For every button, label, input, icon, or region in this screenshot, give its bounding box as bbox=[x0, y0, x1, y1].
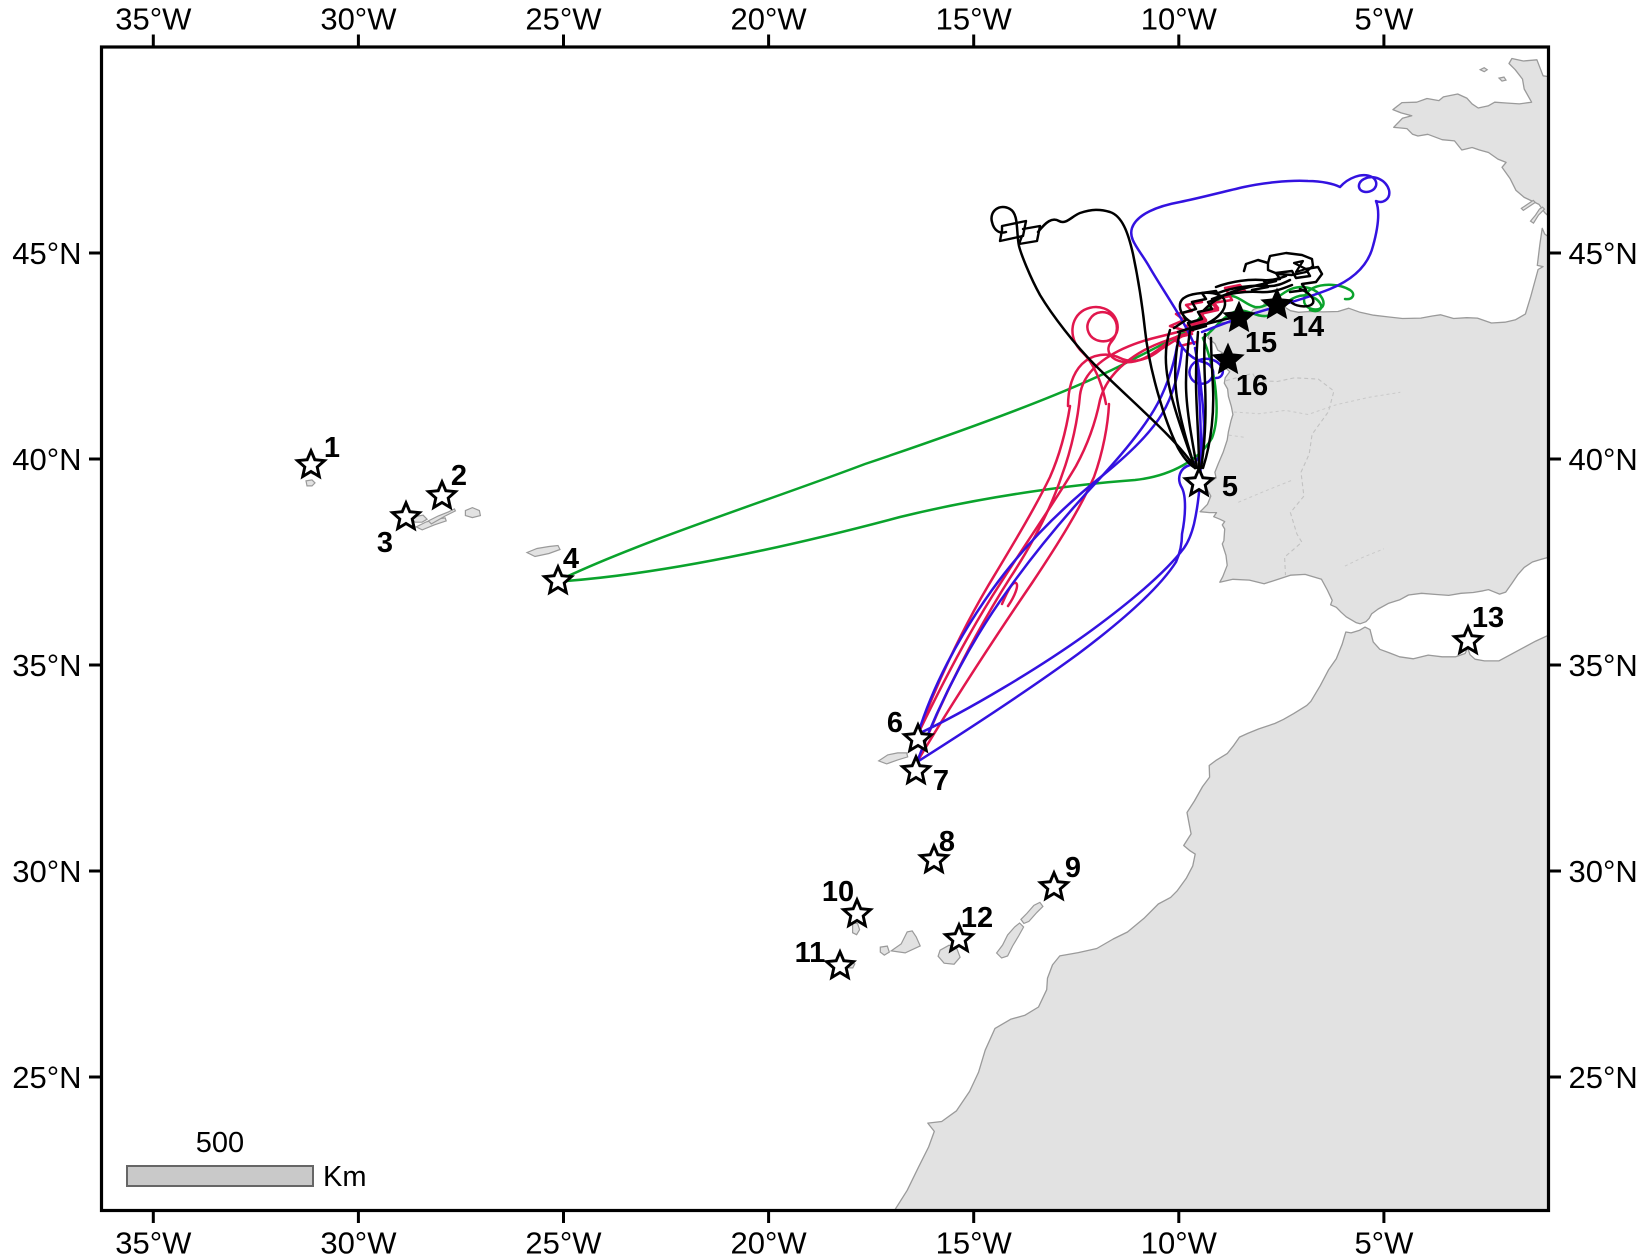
svg-text:35°N: 35°N bbox=[1569, 648, 1638, 683]
svg-text:20°W: 20°W bbox=[731, 1226, 808, 1259]
svg-text:35°W: 35°W bbox=[115, 1226, 192, 1259]
svg-text:1: 1 bbox=[324, 432, 340, 464]
svg-text:12: 12 bbox=[961, 902, 993, 934]
svg-text:15°W: 15°W bbox=[936, 1226, 1013, 1259]
svg-text:5°W: 5°W bbox=[1354, 2, 1414, 37]
svg-text:40°N: 40°N bbox=[1569, 442, 1638, 477]
svg-text:30°W: 30°W bbox=[320, 2, 397, 37]
svg-text:25°W: 25°W bbox=[525, 1226, 602, 1259]
svg-text:11: 11 bbox=[795, 937, 826, 969]
svg-text:30°N: 30°N bbox=[12, 854, 81, 889]
svg-text:6: 6 bbox=[887, 707, 903, 739]
svg-text:13: 13 bbox=[1472, 602, 1504, 634]
svg-text:Km: Km bbox=[323, 1161, 367, 1193]
svg-text:500: 500 bbox=[196, 1127, 244, 1159]
svg-text:10°W: 10°W bbox=[1141, 2, 1218, 37]
svg-text:30°W: 30°W bbox=[320, 1226, 397, 1259]
svg-text:40°N: 40°N bbox=[12, 442, 81, 477]
svg-text:30°N: 30°N bbox=[1569, 854, 1638, 889]
svg-text:4: 4 bbox=[563, 543, 579, 575]
svg-text:25°N: 25°N bbox=[1569, 1060, 1638, 1095]
svg-text:10°W: 10°W bbox=[1141, 1226, 1218, 1259]
svg-text:35°W: 35°W bbox=[115, 2, 192, 37]
svg-text:5: 5 bbox=[1222, 471, 1238, 503]
svg-text:10: 10 bbox=[822, 876, 854, 908]
svg-text:5°W: 5°W bbox=[1354, 1226, 1414, 1259]
svg-text:35°N: 35°N bbox=[12, 648, 81, 683]
svg-text:45°N: 45°N bbox=[1569, 236, 1638, 271]
svg-text:15°W: 15°W bbox=[936, 2, 1013, 37]
svg-text:14: 14 bbox=[1292, 311, 1324, 343]
svg-text:3: 3 bbox=[377, 527, 393, 559]
svg-text:25°W: 25°W bbox=[525, 2, 602, 37]
svg-text:20°W: 20°W bbox=[731, 2, 808, 37]
svg-text:2: 2 bbox=[451, 460, 467, 492]
svg-text:8: 8 bbox=[939, 826, 955, 858]
svg-text:25°N: 25°N bbox=[12, 1060, 81, 1095]
svg-text:45°N: 45°N bbox=[12, 236, 81, 271]
svg-text:7: 7 bbox=[933, 765, 949, 797]
svg-text:15: 15 bbox=[1245, 327, 1277, 359]
svg-text:9: 9 bbox=[1065, 852, 1081, 884]
svg-text:16: 16 bbox=[1236, 370, 1268, 402]
